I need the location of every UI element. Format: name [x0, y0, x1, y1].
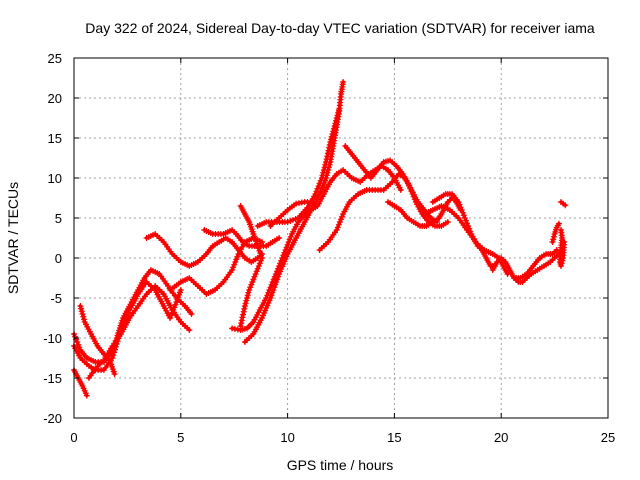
series-line: [243, 80, 345, 344]
series-markers: [511, 247, 560, 281]
series-track-17: [429, 191, 498, 269]
series-line: [144, 232, 264, 268]
series-markers: [556, 227, 568, 269]
x-tick-label: 10: [280, 430, 294, 445]
series-markers: [267, 199, 317, 229]
series-line: [343, 144, 450, 228]
y-tick-label: 25: [48, 51, 62, 66]
series-markers: [143, 231, 265, 269]
x-tick-label: 0: [70, 430, 77, 445]
series-markers: [167, 235, 265, 297]
series-markers: [254, 107, 342, 229]
y-axis-label: SDTVAR / TECUs: [5, 182, 21, 294]
y-tick-label: 10: [48, 171, 62, 186]
series-track-9: [237, 203, 265, 329]
y-tick-label: 0: [55, 251, 62, 266]
data-layer: [71, 79, 569, 399]
series-track-22: [556, 227, 568, 269]
x-tick-label: 15: [387, 430, 401, 445]
y-tick-label: -20: [43, 411, 62, 426]
series-track-11: [241, 79, 347, 345]
series-markers: [558, 199, 569, 209]
tick-layer: 0 5 10 15 20 25 -20 -15 -10 -5 0 5 10 15 20 25: [43, 51, 615, 445]
series-track-8: [201, 227, 283, 249]
x-axis-label: GPS time / hours: [287, 457, 394, 473]
chart-title: Day 322 of 2024, Sidereal Day-to-day VTE…: [85, 20, 595, 36]
series-track-21: [549, 220, 562, 245]
series-markers: [342, 143, 451, 229]
y-tick-label: 15: [48, 131, 62, 146]
x-tick-label: 25: [601, 430, 615, 445]
series-line: [255, 108, 341, 228]
series-markers: [429, 191, 498, 269]
y-tick-label: -15: [43, 371, 62, 386]
series-markers: [237, 203, 265, 329]
y-tick-label: -5: [50, 291, 62, 306]
series-track-20: [511, 247, 560, 281]
y-tick-label: 5: [55, 211, 62, 226]
x-tick-label: 5: [177, 430, 184, 445]
plot-frame: [73, 57, 609, 419]
series-markers: [229, 163, 404, 333]
x-tick-label: 20: [494, 430, 508, 445]
series-track-15: [342, 143, 451, 229]
series-track-13: [267, 199, 317, 229]
series-track-6: [143, 231, 265, 269]
series-markers: [421, 203, 511, 277]
series-markers: [241, 79, 347, 345]
series-markers: [201, 227, 283, 249]
grid-layer: [74, 58, 608, 418]
series-track-7: [167, 235, 265, 297]
y-tick-label: 20: [48, 91, 62, 106]
y-tick-label: -10: [43, 331, 62, 346]
series-markers: [549, 220, 562, 245]
series-track-23: [558, 199, 569, 209]
